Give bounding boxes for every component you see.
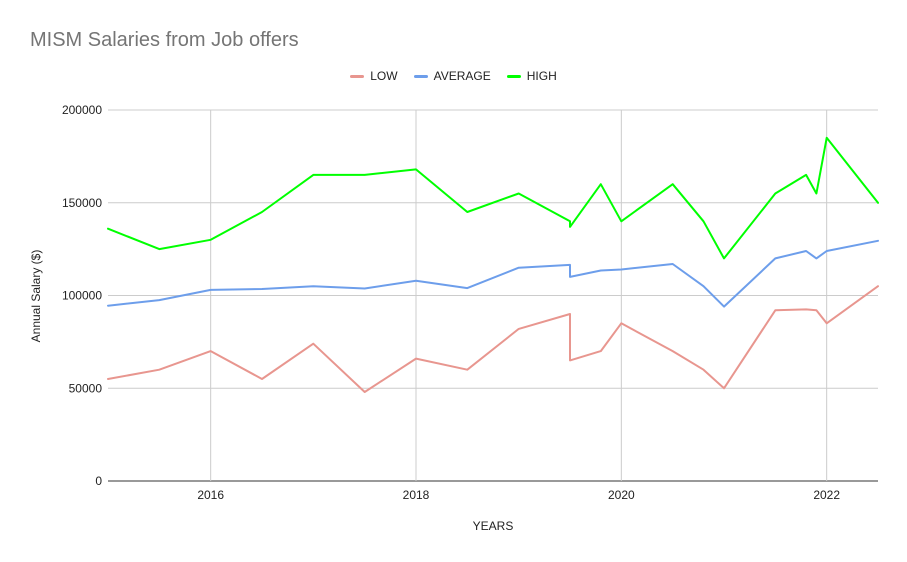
series-line-low[interactable] [107, 285, 879, 393]
y-tick-label: 50000 [69, 381, 103, 395]
x-axis-label: YEARS [473, 519, 514, 533]
y-tick-label: 100000 [62, 289, 102, 303]
y-tick-label: 200000 [62, 103, 102, 117]
y-tick-label: 150000 [62, 196, 102, 210]
legend-label-average: AVERAGE [433, 69, 491, 83]
legend-swatch-high [506, 74, 521, 78]
chart-title: MISM Salaries from Job offers [30, 29, 299, 51]
legend: LOW AVERAGE HIGH [0, 69, 907, 83]
legend-item-high[interactable]: HIGH [506, 69, 557, 83]
y-tick-label: 0 [95, 474, 102, 488]
x-tick-label: 2018 [403, 488, 430, 502]
series-line-high[interactable] [107, 136, 879, 260]
legend-swatch-low [350, 74, 365, 78]
legend-item-low[interactable]: LOW [350, 69, 398, 83]
y-axis-label: Annual Salary ($) [29, 250, 43, 343]
legend-swatch-average [413, 74, 428, 78]
legend-label-low: LOW [370, 69, 398, 83]
legend-label-high: HIGH [526, 69, 557, 83]
series-line-average[interactable] [107, 239, 879, 308]
x-tick-label: 2022 [813, 488, 840, 502]
x-tick-label: 2016 [197, 488, 224, 502]
series-lines [107, 136, 879, 393]
gridlines [108, 109, 878, 482]
legend-item-average[interactable]: AVERAGE [413, 69, 491, 83]
x-tick-label: 2020 [608, 488, 635, 502]
tick-labels: 0 50000 100000 150000 200000 2016 2018 2020 2022 [62, 103, 840, 502]
